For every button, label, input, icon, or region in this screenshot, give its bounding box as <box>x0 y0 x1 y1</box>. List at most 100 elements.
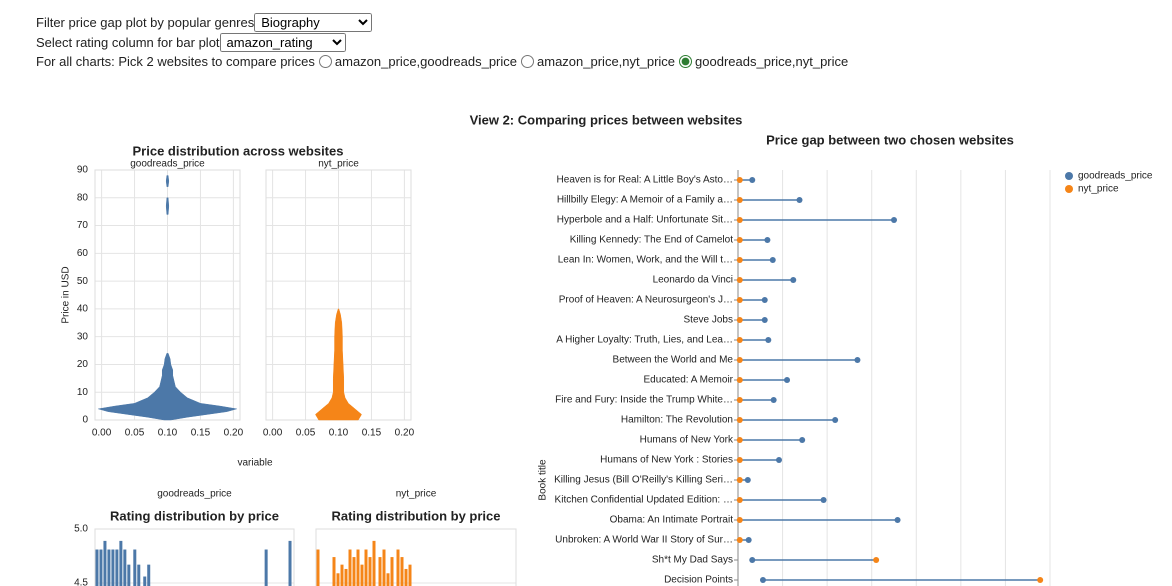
website-option[interactable]: amazon_price,nyt_price <box>521 54 675 69</box>
bar <box>264 549 268 586</box>
rating-control: Select rating column for bar plot amazon… <box>36 33 346 52</box>
y-tick-label: 70 <box>77 220 89 231</box>
point <box>736 457 743 463</box>
website-option[interactable]: goodreads_price,nyt_price <box>679 54 848 69</box>
website-option-label: amazon_price,nyt_price <box>537 54 676 69</box>
point <box>749 177 756 183</box>
y-tick-label: 30 <box>77 331 89 342</box>
point <box>736 417 743 423</box>
bar <box>143 576 147 586</box>
rating-label: Select rating column for bar plot <box>36 35 220 50</box>
row-label: Leonardo da Vinci <box>653 275 733 286</box>
point <box>832 417 839 423</box>
row-label: Kitchen Confidential Updated Edition: … <box>555 495 733 506</box>
view-title: View 2: Comparing prices between website… <box>470 112 743 127</box>
bar <box>103 540 107 586</box>
x-tick-label: 0.05 <box>125 428 145 439</box>
point <box>736 317 743 323</box>
point <box>764 237 771 243</box>
bar <box>356 549 360 586</box>
violin-x-title: variable <box>237 458 272 469</box>
y-tick-label: 10 <box>77 387 89 398</box>
y-tick-label: 60 <box>77 248 89 259</box>
point <box>759 577 766 583</box>
y-tick-label: 50 <box>77 276 89 287</box>
bar <box>360 564 364 586</box>
bar <box>137 564 141 586</box>
x-tick-label: 0.20 <box>395 428 415 439</box>
bar <box>408 564 412 586</box>
row-label: Obama: An Intimate Portrait <box>610 515 734 526</box>
rating-select[interactable]: amazon_rating <box>219 33 346 52</box>
x-tick-label: 0.00 <box>92 428 112 439</box>
bar <box>340 564 344 586</box>
website-radio[interactable] <box>521 55 535 68</box>
legend-label: nyt_price <box>1078 184 1119 195</box>
row-label: Lean In: Women, Work, and the Will t… <box>558 255 733 266</box>
point <box>736 197 743 203</box>
y-tick-label: 5.0 <box>74 524 88 535</box>
row-label: Fire and Fury: Inside the Trump White… <box>555 395 733 406</box>
website-radio[interactable] <box>679 55 693 68</box>
point <box>820 497 827 503</box>
row-label: Decision Points <box>664 575 733 586</box>
y-tick-label: 0 <box>82 415 88 426</box>
bar <box>404 568 408 586</box>
row-label: Humans of New York <box>640 435 734 446</box>
bar <box>111 549 115 586</box>
bar <box>133 549 137 586</box>
facet-header: nyt_price <box>318 159 359 170</box>
bar <box>396 549 400 586</box>
genre-label: Filter price gap plot by popular genres <box>36 15 255 30</box>
facet-header: nyt_price <box>396 489 437 500</box>
point <box>790 277 797 283</box>
row-label: Hamilton: The Revolution <box>621 415 733 426</box>
bar <box>368 557 372 586</box>
point <box>745 537 752 543</box>
x-tick-label: 0.10 <box>329 428 349 439</box>
y-tick-label: 90 <box>77 165 89 176</box>
bar <box>344 568 348 586</box>
point <box>736 217 743 223</box>
bar <box>127 564 131 586</box>
website-option[interactable]: amazon_price,goodreads_price <box>318 54 517 69</box>
genre-select[interactable]: Biography <box>254 13 373 32</box>
point <box>796 197 803 203</box>
bar <box>372 540 376 586</box>
point <box>736 297 743 303</box>
point <box>736 237 743 243</box>
website-option-label: goodreads_price,nyt_price <box>695 54 849 69</box>
bar <box>378 557 382 586</box>
bar-title: Rating distribution by price <box>331 508 500 523</box>
bar <box>386 573 390 586</box>
point <box>873 557 880 563</box>
bar <box>147 564 151 586</box>
point <box>736 517 743 523</box>
point <box>894 517 901 523</box>
point <box>761 297 768 303</box>
bar <box>95 549 99 586</box>
facet-header: goodreads_price <box>157 489 232 500</box>
row-label: Proof of Heaven: A Neurosurgeon's J… <box>559 295 733 306</box>
row-label: Educated: A Memoir <box>644 375 734 386</box>
point <box>799 437 806 443</box>
point <box>736 537 743 543</box>
bar <box>348 549 352 586</box>
bar <box>99 549 103 586</box>
bar <box>119 540 123 586</box>
bar <box>332 557 336 586</box>
bar <box>390 557 394 586</box>
y-tick-label: 4.5 <box>74 578 88 586</box>
facet-header: goodreads_price <box>130 159 205 170</box>
facet-frame <box>315 528 517 586</box>
point <box>761 317 768 323</box>
x-tick-label: 0.15 <box>191 428 211 439</box>
point <box>736 377 743 383</box>
row-label: Sh*t My Dad Says <box>652 555 733 566</box>
violin-title: Price distribution across websites <box>133 143 344 158</box>
point <box>765 337 772 343</box>
point <box>736 257 743 263</box>
bar <box>107 549 111 586</box>
website-radio[interactable] <box>318 55 332 68</box>
